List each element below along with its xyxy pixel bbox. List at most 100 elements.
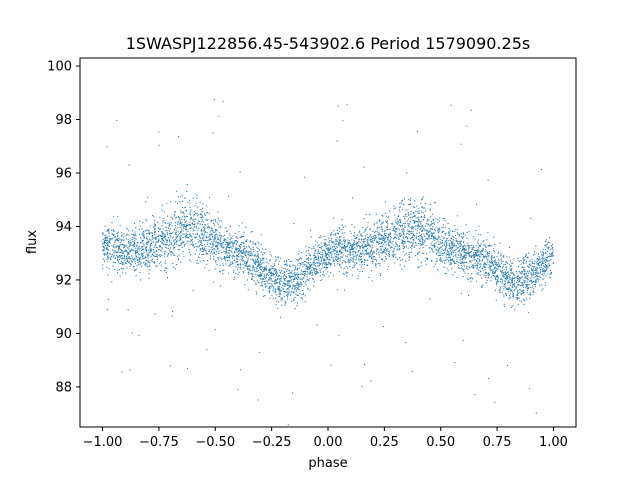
- data-point: [448, 254, 450, 256]
- data-point: [455, 228, 457, 230]
- data-point: [192, 244, 194, 246]
- data-point: [141, 266, 143, 268]
- data-point: [328, 241, 330, 243]
- data-point: [395, 222, 397, 224]
- data-point: [315, 265, 317, 267]
- data-point: [186, 231, 188, 233]
- data-point: [542, 269, 544, 271]
- data-point: [539, 272, 541, 274]
- data-point: [114, 236, 116, 238]
- data-point: [480, 254, 482, 256]
- data-point: [248, 251, 250, 253]
- data-point: [337, 260, 339, 262]
- data-point: [416, 230, 418, 232]
- data-point: [551, 246, 554, 248]
- data-point: [433, 222, 435, 224]
- data-point: [181, 194, 183, 196]
- data-point: [344, 247, 346, 249]
- data-point: [321, 254, 323, 256]
- data-point: [528, 264, 530, 266]
- data-point: [447, 270, 449, 272]
- data-point: [169, 251, 172, 253]
- data-point: [503, 256, 505, 258]
- data-point: [313, 258, 315, 260]
- data-point: [396, 237, 398, 240]
- data-point: [300, 282, 302, 284]
- data-point: [148, 230, 150, 232]
- data-point: [138, 249, 140, 251]
- data-point: [311, 248, 313, 250]
- data-point: [146, 241, 148, 243]
- data-point: [546, 251, 548, 253]
- data-point: [481, 285, 483, 288]
- data-point: [334, 248, 337, 250]
- data-point: [505, 293, 507, 295]
- data-point: [367, 236, 369, 238]
- data-point: [140, 263, 142, 265]
- data-point: [448, 253, 450, 255]
- data-point: [195, 212, 197, 214]
- data-point: [460, 233, 463, 235]
- data-point: [131, 238, 133, 241]
- data-point: [512, 262, 514, 264]
- data-point: [481, 286, 483, 289]
- data-point: [338, 240, 340, 242]
- data-point: [345, 255, 347, 257]
- data-point: [444, 272, 446, 275]
- data-point: [511, 268, 513, 270]
- data-point: [129, 265, 131, 268]
- data-point: [157, 241, 159, 243]
- data-point: [362, 267, 364, 270]
- data-point: [122, 244, 124, 246]
- data-point: [180, 223, 182, 225]
- data-point: [201, 244, 203, 247]
- data-point: [154, 245, 156, 247]
- data-point: [153, 261, 155, 263]
- data-point: [341, 246, 343, 248]
- data-point: [408, 214, 410, 216]
- data-point: [321, 246, 323, 248]
- data-point: [112, 233, 114, 235]
- data-point: [211, 249, 213, 251]
- data-point: [129, 245, 131, 247]
- data-point: [247, 289, 249, 291]
- data-point: [232, 235, 234, 237]
- data-point: [349, 255, 351, 257]
- data-point: [504, 285, 506, 287]
- data-point: [229, 249, 231, 252]
- data-point: [464, 244, 466, 246]
- data-point: [336, 289, 338, 291]
- data-point: [399, 211, 401, 213]
- data-point: [429, 298, 431, 300]
- data-point: [284, 283, 286, 285]
- data-point: [134, 250, 136, 252]
- data-point: [437, 221, 439, 224]
- data-point: [472, 245, 474, 247]
- data-point: [222, 273, 224, 275]
- data-point: [228, 195, 230, 197]
- data-point: [300, 278, 302, 280]
- data-point: [232, 271, 235, 273]
- data-point: [117, 260, 119, 262]
- data-point: [291, 275, 293, 277]
- data-point: [349, 230, 351, 232]
- data-point: [233, 256, 235, 258]
- data-point: [171, 237, 173, 239]
- data-point: [377, 243, 379, 245]
- data-point: [413, 239, 415, 241]
- data-point: [220, 285, 222, 287]
- data-point: [169, 240, 171, 242]
- data-point: [505, 260, 507, 262]
- data-point: [212, 219, 215, 221]
- data-point: [200, 216, 202, 218]
- data-point: [386, 249, 388, 251]
- data-point: [469, 278, 471, 280]
- data-point: [200, 242, 203, 244]
- data-point: [119, 238, 121, 240]
- data-point: [198, 220, 200, 222]
- data-point: [521, 267, 523, 269]
- data-point: [330, 272, 332, 274]
- data-point: [260, 263, 262, 265]
- data-point: [481, 251, 483, 253]
